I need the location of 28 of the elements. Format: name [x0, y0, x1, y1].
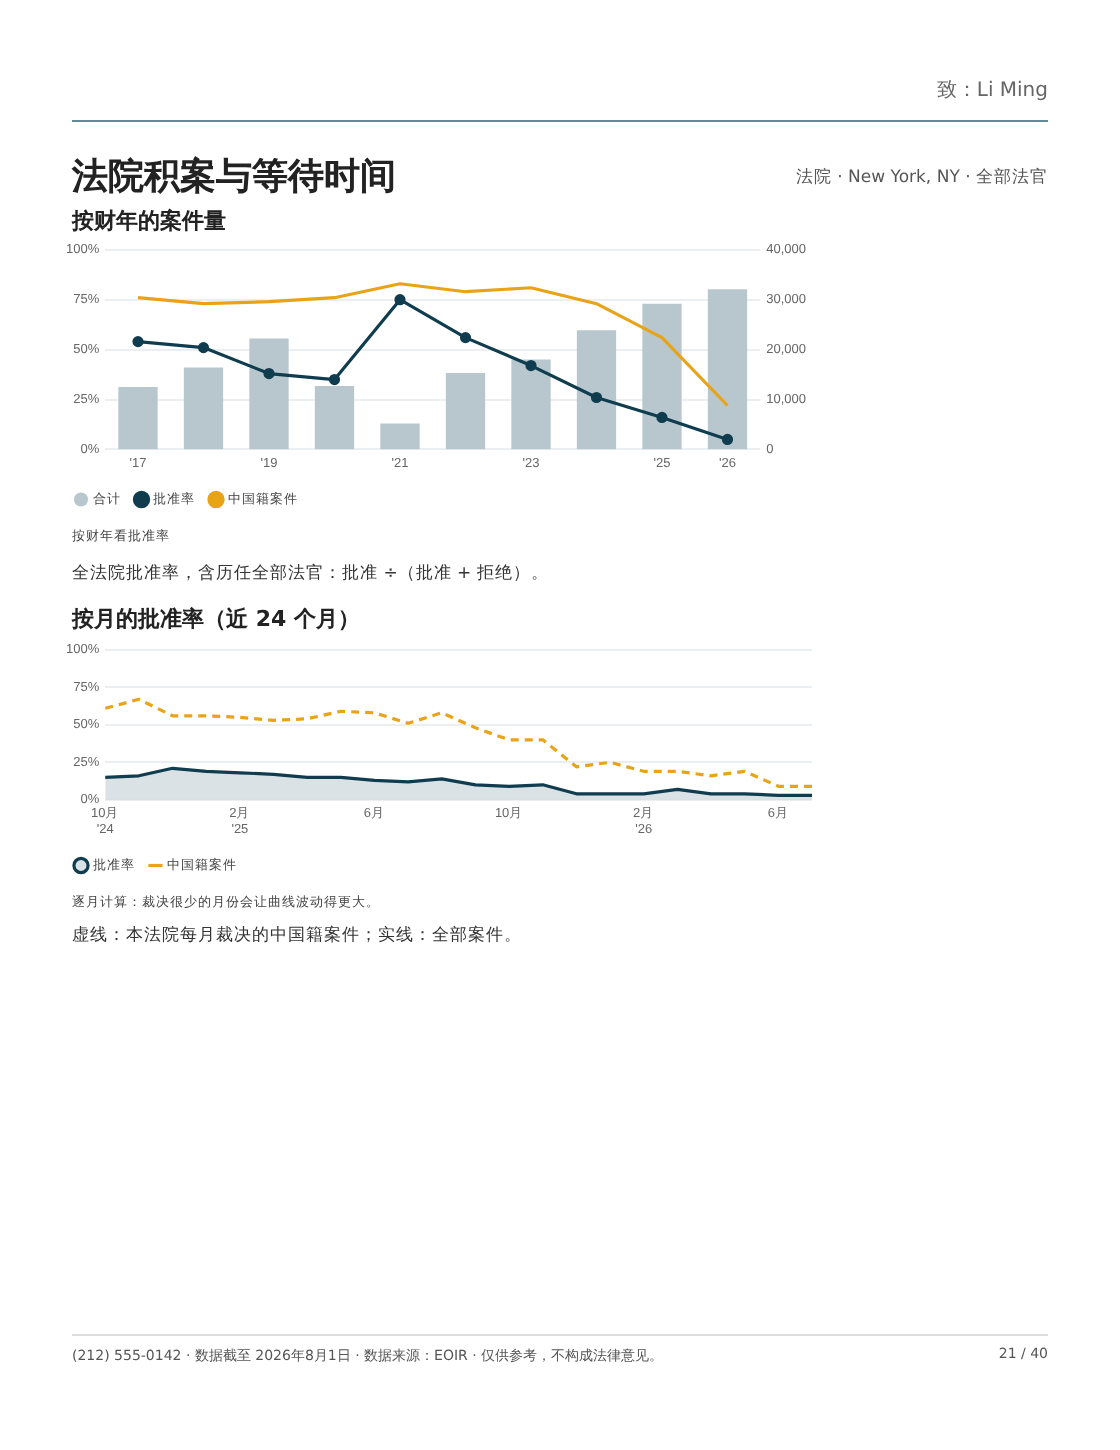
chart-subtitle: 按财年的案件量 — [72, 206, 226, 236]
text: 致：Li Ming — [936, 78, 1048, 104]
bar — [380, 423, 420, 450]
chart-title: 按月的批准率（近 24 个月） — [72, 604, 360, 634]
point — [525, 359, 537, 372]
bar — [642, 303, 682, 450]
bar — [183, 367, 224, 450]
text: 全法院批准率，含历任全部法官：批准 ÷（批准 + 拒绝）。 — [72, 562, 549, 586]
text: 法院 · New York, NY · 全部法官 — [795, 166, 1048, 190]
bar — [707, 289, 748, 450]
point — [132, 336, 144, 348]
chart-title: 法院积案与等待时间 — [72, 154, 396, 200]
point — [459, 332, 472, 344]
bar — [445, 373, 486, 450]
point — [656, 411, 668, 424]
point — [328, 373, 341, 386]
bar — [511, 359, 551, 450]
bar — [118, 387, 158, 450]
point — [721, 433, 734, 446]
line-series — [103, 697, 814, 788]
bar — [249, 338, 289, 450]
bar — [576, 330, 617, 450]
point — [394, 294, 406, 306]
point — [197, 342, 210, 354]
point — [590, 391, 603, 404]
text: 虚线：本法院每月裁决的中国籍案件；实线：全部案件。 — [72, 924, 522, 948]
bar — [314, 386, 355, 450]
point — [263, 367, 275, 380]
